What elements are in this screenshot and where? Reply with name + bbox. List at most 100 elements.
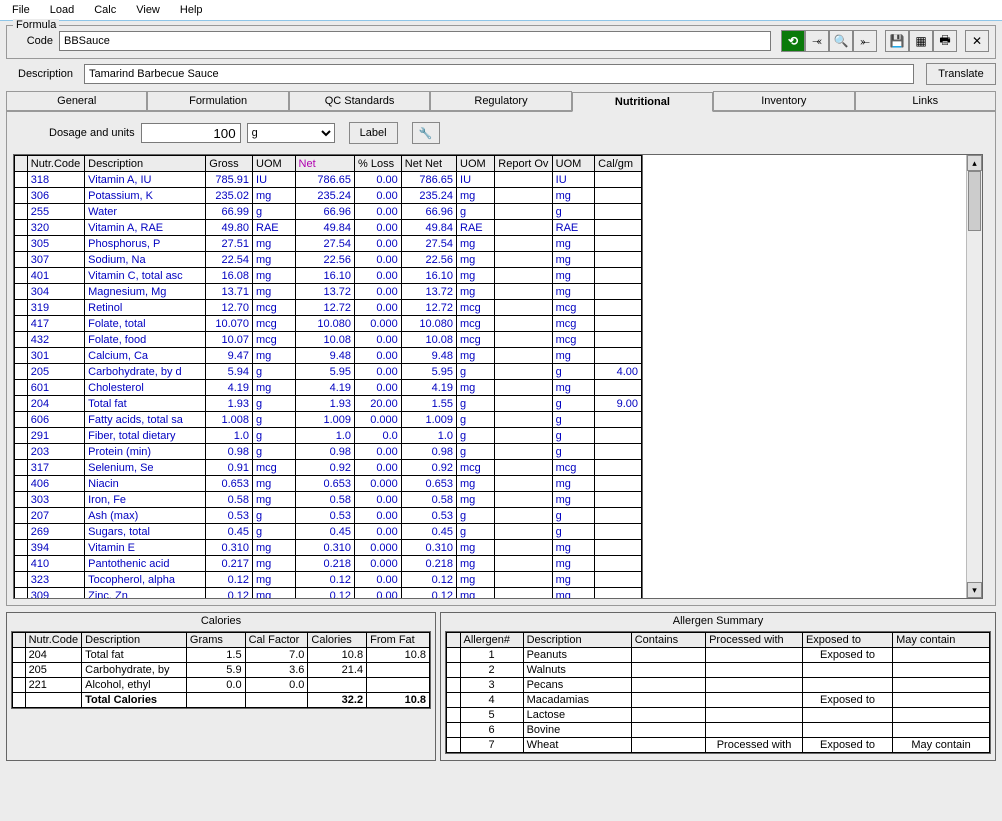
translate-button[interactable]: Translate [926,63,996,85]
table-row[interactable]: 317Selenium, Se0.91mcg0.920.000.92mcgmcg [15,460,642,476]
table-row[interactable]: 320Vitamin A, RAE49.80RAE49.840.0049.84R… [15,220,642,236]
search-button[interactable]: 🔍 [829,30,853,52]
col-header[interactable]: Calories [308,633,367,648]
tab-links[interactable]: Links [855,91,996,111]
scroll-down-icon[interactable]: ▾ [967,582,982,598]
table-row[interactable]: 255Water66.99g66.960.0066.96gg [15,204,642,220]
table-row[interactable]: 301Calcium, Ca9.47mg9.480.009.48mgmg [15,348,642,364]
table-row[interactable]: 6Bovine [447,723,990,738]
menu-calc[interactable]: Calc [86,2,124,18]
table-row[interactable]: 601Cholesterol4.19mg4.190.004.19mgmg [15,380,642,396]
col-header[interactable]: Report Ov [495,156,552,172]
table-row[interactable]: 401Vitamin C, total asc16.08mg16.100.001… [15,268,642,284]
tab-nutritional[interactable]: Nutritional [572,92,713,112]
table-row[interactable]: 269Sugars, total0.45g0.450.000.45gg [15,524,642,540]
table-row[interactable]: 221Alcohol, ethyl0.00.0 [13,678,430,693]
nutrition-grid[interactable]: Nutr.CodeDescriptionGrossUOMNet% LossNet… [13,154,643,599]
col-header[interactable]: Nutr.Code [25,633,82,648]
calories-panel: Calories Nutr.CodeDescriptionGramsCal Fa… [6,612,436,761]
tab-formulation[interactable]: Formulation [147,91,288,111]
col-header[interactable]: Grams [186,633,245,648]
table-row[interactable]: 2Walnuts [447,663,990,678]
col-header[interactable] [13,633,26,648]
vertical-scrollbar[interactable]: ▴ ▾ [966,155,982,598]
table-row[interactable]: 606Fatty acids, total sa1.008g1.0090.000… [15,412,642,428]
wrench-button[interactable]: 🔧 [412,122,440,144]
table-row[interactable]: 306Potassium, K235.02mg235.240.00235.24m… [15,188,642,204]
last-button[interactable]: ⤜ [853,30,877,52]
col-header[interactable]: Description [523,633,631,648]
table-row[interactable]: 204Total fat1.93g1.9320.001.55gg9.00 [15,396,642,412]
undo-button[interactable]: ⟲ [781,30,805,52]
table-row[interactable]: 203Protein (min)0.98g0.980.000.98gg [15,444,642,460]
col-header[interactable]: % Loss [355,156,402,172]
table-row[interactable]: 304Magnesium, Mg13.71mg13.720.0013.72mgm… [15,284,642,300]
tab-regulatory[interactable]: Regulatory [430,91,571,111]
save-button[interactable]: 💾 [885,30,909,52]
col-header[interactable]: Description [82,633,187,648]
table-row[interactable]: 7WheatProcessed withExposed toMay contai… [447,738,990,753]
menu-help[interactable]: Help [172,2,211,18]
table-row[interactable]: 207Ash (max)0.53g0.530.000.53gg [15,508,642,524]
dosage-input[interactable] [141,123,241,143]
first-button[interactable]: ⤛ [805,30,829,52]
table-row[interactable]: 319Retinol12.70mcg12.720.0012.72mcgmcg [15,300,642,316]
tab-inventory[interactable]: Inventory [713,91,854,111]
delete-button[interactable]: ✕ [965,30,989,52]
menu-load[interactable]: Load [42,2,82,18]
tab-general[interactable]: General [6,91,147,111]
menu-file[interactable]: File [4,2,38,18]
scroll-up-icon[interactable]: ▴ [967,155,982,171]
col-header[interactable] [15,156,28,172]
allergen-grid[interactable]: Allergen#DescriptionContainsProcessed wi… [446,632,990,753]
label-button[interactable]: Label [349,122,398,144]
col-header[interactable]: UOM [457,156,495,172]
col-header[interactable]: Contains [631,633,705,648]
calories-grid[interactable]: Nutr.CodeDescriptionGramsCal FactorCalor… [12,632,430,708]
col-header[interactable]: Description [85,156,206,172]
col-header[interactable]: From Fat [367,633,430,648]
col-header[interactable]: Gross [206,156,253,172]
dosage-unit-select[interactable]: g [247,123,335,143]
table-row[interactable]: 323Tocopherol, alpha0.12mg0.120.000.12mg… [15,572,642,588]
col-header[interactable]: UOM [552,156,595,172]
table-row[interactable]: 5Lactose [447,708,990,723]
col-header[interactable]: May contain [893,633,990,648]
table-row[interactable]: 205Carbohydrate, by5.93.621.4 [13,663,430,678]
allergen-panel: Allergen Summary Allergen#DescriptionCon… [440,612,996,761]
table-row[interactable]: 432Folate, food10.07mcg10.080.0010.08mcg… [15,332,642,348]
col-header[interactable]: Cal Factor [245,633,308,648]
table-row[interactable]: 318Vitamin A, IU785.91IU786.650.00786.65… [15,172,642,188]
table-row[interactable]: 3Pecans [447,678,990,693]
table-row[interactable]: 303Iron, Fe0.58mg0.580.000.58mgmg [15,492,642,508]
total-row: Total Calories32.210.8 [13,693,430,708]
calc-button[interactable]: ▦ [909,30,933,52]
table-row[interactable]: 309Zinc, Zn0.12mg0.120.000.12mgmg [15,588,642,600]
tab-qc-standards[interactable]: QC Standards [289,91,430,111]
table-row[interactable]: 4MacadamiasExposed to [447,693,990,708]
col-header[interactable]: UOM [253,156,296,172]
col-header[interactable]: Processed with [706,633,803,648]
description-input[interactable] [84,64,914,84]
print-button[interactable]: 🖶 [933,30,957,52]
table-row[interactable]: 204Total fat1.57.010.810.8 [13,648,430,663]
table-row[interactable]: 410Pantothenic acid0.217mg0.2180.0000.21… [15,556,642,572]
table-row[interactable]: 307Sodium, Na22.54mg22.560.0022.56mgmg [15,252,642,268]
col-header[interactable]: Net Net [401,156,456,172]
col-header[interactable] [447,633,461,648]
table-row[interactable]: 291Fiber, total dietary1.0g1.00.01.0gg [15,428,642,444]
table-row[interactable]: 406Niacin0.653mg0.6530.0000.653mgmg [15,476,642,492]
col-header[interactable]: Net [295,156,355,172]
scroll-thumb[interactable] [968,171,981,231]
code-input[interactable] [59,31,771,51]
table-row[interactable]: 394Vitamin E0.310mg0.3100.0000.310mgmg [15,540,642,556]
col-header[interactable]: Exposed to [802,633,892,648]
table-row[interactable]: 305Phosphorus, P27.51mg27.540.0027.54mgm… [15,236,642,252]
table-row[interactable]: 417Folate, total10.070mcg10.0800.00010.0… [15,316,642,332]
col-header[interactable]: Nutr.Code [27,156,84,172]
table-row[interactable]: 205Carbohydrate, by d5.94g5.950.005.95gg… [15,364,642,380]
menu-view[interactable]: View [128,2,168,18]
table-row[interactable]: 1PeanutsExposed to [447,648,990,663]
col-header[interactable]: Cal/gm [595,156,642,172]
col-header[interactable]: Allergen# [460,633,523,648]
